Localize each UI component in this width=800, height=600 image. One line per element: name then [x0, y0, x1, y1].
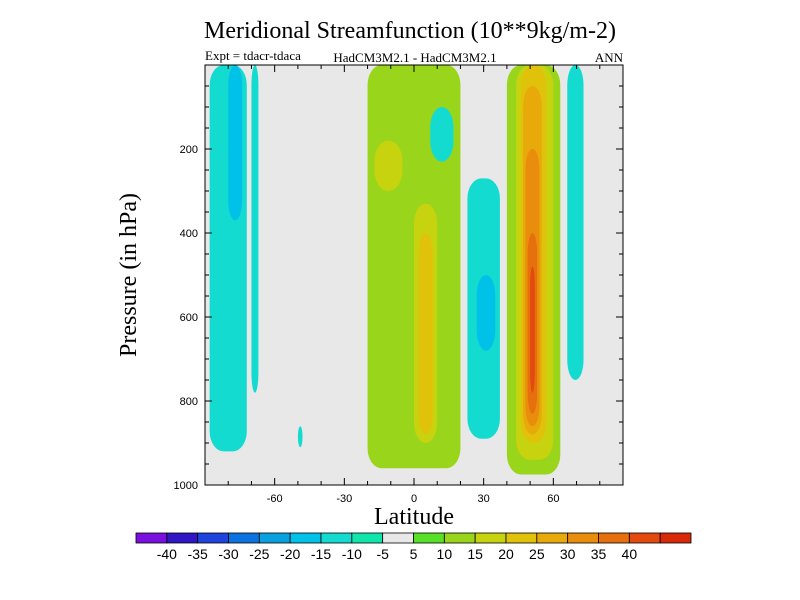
colorbar-label: -15 — [311, 546, 331, 562]
contour-region-mid-upper-patch — [430, 107, 454, 162]
x-tick-label: -60 — [267, 493, 283, 505]
x-axis-label: Latitude — [374, 504, 454, 530]
contour-region-tropical-cell-upper-core — [374, 140, 403, 191]
colorbar-swatch — [228, 532, 260, 544]
colorbar-label: -40 — [157, 546, 177, 562]
colorbar-label: 15 — [467, 546, 483, 562]
colorbar-label: 40 — [622, 546, 638, 562]
colorbar-swatch — [320, 532, 353, 544]
contour-region-southern-cell-core — [228, 65, 243, 221]
colorbar-swatch — [289, 532, 322, 544]
colorbar-label: 20 — [498, 546, 514, 562]
colorbar-label: 10 — [437, 546, 453, 562]
colorbar-swatch — [413, 532, 445, 544]
colorbar-label: 25 — [529, 546, 545, 562]
colorbar-swatch — [443, 532, 476, 544]
colorbar-swatch — [351, 532, 384, 544]
y-tick-label: 200 — [180, 144, 198, 156]
y-axis-label: Pressure (in hPa) — [116, 193, 142, 357]
colorbar-label: 30 — [560, 546, 576, 562]
x-tick-label: 60 — [547, 493, 559, 505]
colorbar-swatch — [258, 532, 291, 544]
y-tick-label: 600 — [180, 312, 198, 324]
colorbar-swatch — [166, 532, 199, 544]
colorbar-swatch — [628, 532, 661, 544]
subtitle-experiment: Expt = tdacr-tdaca — [205, 48, 301, 63]
plot-area: -60 -30 0 30 60 200 400 600 800 1000 — [174, 64, 624, 505]
contour-region-southern-cell-strip — [251, 65, 259, 393]
y-tick-label: 400 — [180, 228, 198, 240]
y-tick-label: 1000 — [174, 480, 198, 492]
subtitle-models: HadCM3M2.1 - HadCM3M2.1 — [333, 50, 496, 65]
colorbar-swatch — [659, 532, 692, 544]
colorbar-label: -30 — [218, 546, 238, 562]
colorbar-swatch — [197, 532, 229, 544]
colorbar-swatch — [135, 532, 168, 544]
x-tick-label: -30 — [336, 493, 352, 505]
chart-title: Meridional Streamfunction (10**9kg/m-2) — [204, 18, 616, 44]
colorbar-label: -10 — [342, 546, 362, 562]
colorbar-label: -5 — [376, 546, 389, 562]
contour-region-northern-cell-40 — [530, 266, 535, 393]
colorbar: -40 -35 -30 -25 -20 -15 -10 -5 5 10 15 20 25 30 35 40 — [135, 532, 692, 562]
colorbar-label: -20 — [280, 546, 300, 562]
colorbar-swatch — [598, 532, 630, 544]
x-tick-label: 30 — [478, 493, 490, 505]
colorbar-swatch — [505, 532, 538, 544]
colorbar-swatch — [474, 532, 507, 544]
colorbar-swatch — [382, 532, 414, 544]
contour-region-small-patch-south — [297, 426, 303, 448]
colorbar-swatch — [536, 532, 569, 544]
colorbar-label: -25 — [249, 546, 269, 562]
contour-region-subtropical-neg-core — [476, 275, 496, 351]
colorbar-label: 35 — [591, 546, 607, 562]
colorbar-swatch — [567, 532, 599, 544]
contour-region-polar-strip — [567, 65, 584, 380]
colorbar-label: 5 — [410, 546, 418, 562]
subtitle-season: ANN — [595, 50, 624, 65]
y-tick-label: 800 — [180, 396, 198, 408]
contour-region-tropical-cell-max — [418, 233, 433, 435]
x-tick-label: 0 — [411, 493, 417, 505]
colorbar-label: -35 — [188, 546, 208, 562]
